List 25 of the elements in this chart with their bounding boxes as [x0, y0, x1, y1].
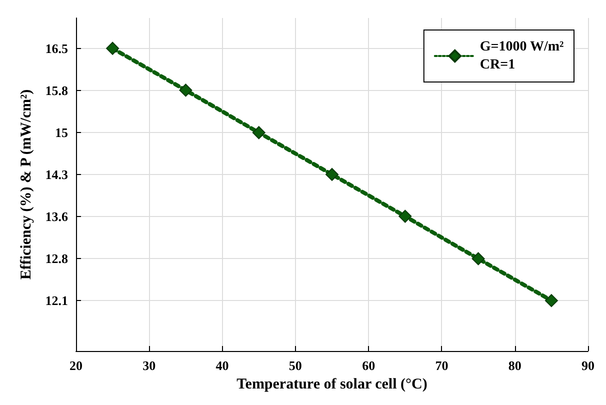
point	[179, 84, 192, 97]
y-tick-label: 12.8	[45, 251, 68, 266]
point	[252, 126, 266, 140]
y-axis-title: Efficiency (%) & P (mW/cm²)	[18, 89, 34, 280]
point	[544, 294, 558, 308]
x-tick-label: 40	[216, 358, 229, 373]
x-tick-label: 20	[70, 358, 82, 373]
y-tick-label: 16.5	[45, 40, 68, 56]
y-tick-label: 15	[55, 124, 68, 140]
point	[398, 210, 412, 223]
y-tick-label: 12.1	[45, 293, 68, 308]
x-tick-label: 90	[582, 358, 594, 373]
y-tick-label: 13.6	[45, 208, 68, 224]
x-axis-title: Temperature of solar cell (°C)	[236, 376, 428, 392]
x-tick-label: 50	[288, 358, 302, 373]
y-tick-label: 14.3	[45, 166, 68, 182]
x-tick-label: 70	[435, 358, 448, 373]
point	[472, 252, 485, 266]
legend-label: G=1000 W/m² CR=1	[480, 40, 564, 72]
point	[106, 42, 120, 55]
x-tick-label: 60	[362, 358, 376, 373]
x-tick-label: 30	[142, 358, 156, 373]
point	[326, 168, 338, 181]
x-tick-label: 80	[508, 358, 522, 373]
y-tick-label: 15.8	[45, 82, 68, 98]
